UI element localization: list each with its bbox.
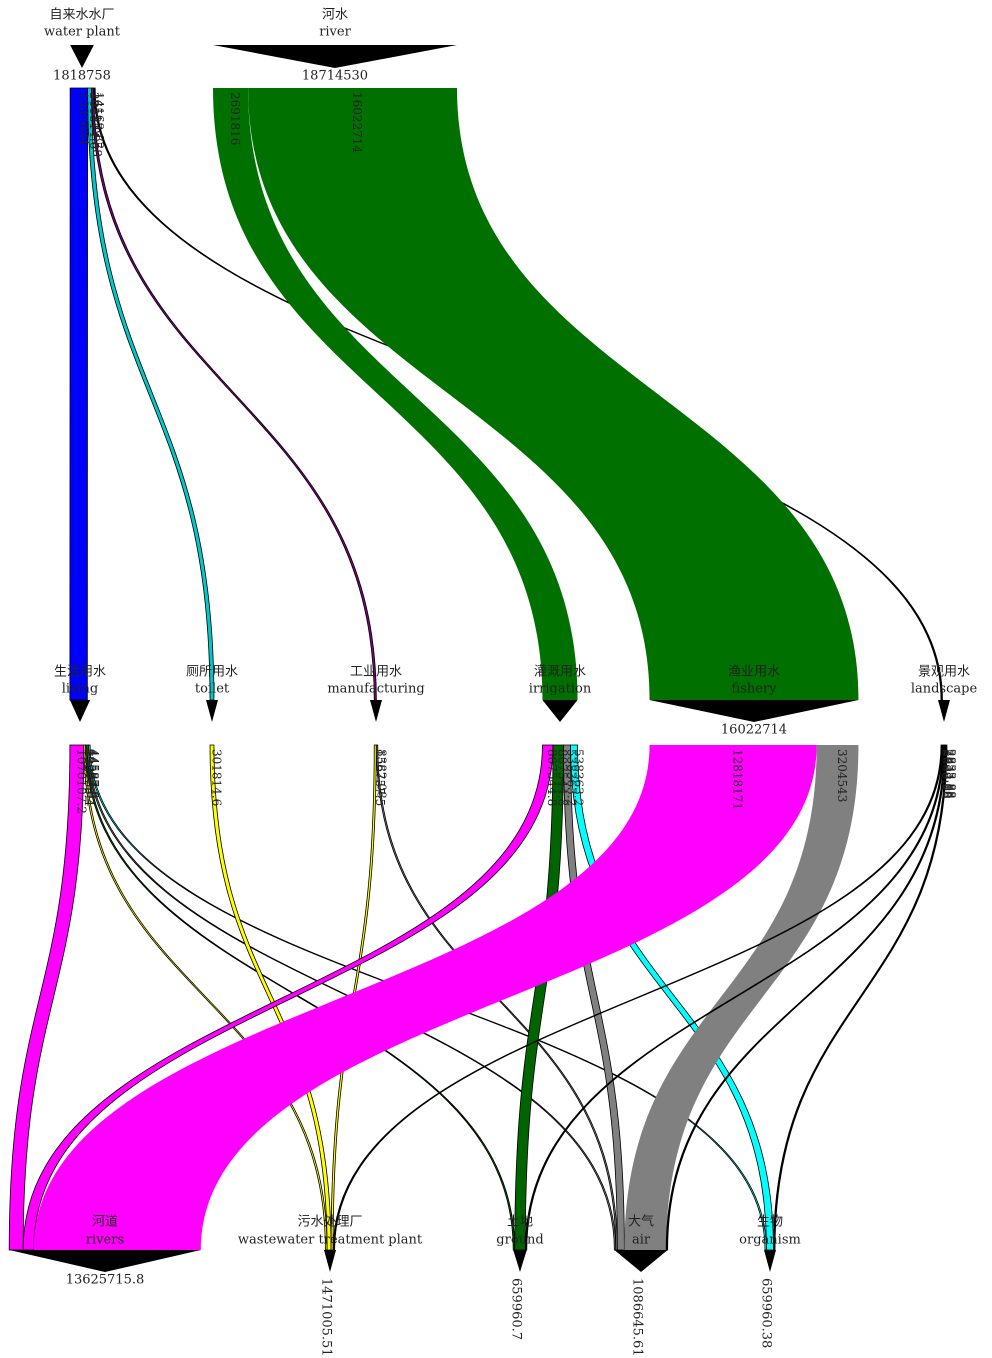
node-label-cn: 生物 [757, 1215, 783, 1230]
node-label-en: water plant [44, 25, 121, 40]
node-marker [206, 700, 218, 722]
node-label-en: toilet [195, 682, 230, 697]
link-value: 5668.18 [939, 749, 953, 799]
node-value: 1818758 [53, 69, 111, 84]
node-label-cn: 生活用水 [54, 665, 106, 680]
node-label-en: air [632, 1233, 651, 1248]
node-label-en: living [62, 682, 99, 697]
link-value: 133763.4 [82, 749, 96, 807]
node-value: 13625715.8 [66, 1273, 145, 1288]
node-label-en: landscape [911, 682, 978, 697]
node-marker [764, 1250, 776, 1272]
link-value: 301814.6 [87, 92, 101, 149]
node-value: 1086645.61 [630, 1278, 645, 1357]
flow-link [69, 87, 88, 701]
node-marker [69, 700, 91, 722]
link-value: 44587.8 [87, 749, 101, 799]
node-label-cn: 河道 [92, 1215, 118, 1230]
node-value: 659960.38 [759, 1278, 774, 1348]
node-label-cn: 渔业用水 [728, 665, 780, 680]
node-label-en: rivers [86, 1233, 124, 1248]
node-marker [370, 700, 382, 722]
node-value: 659960.7 [509, 1278, 524, 1340]
node-marker [938, 700, 950, 722]
link-value: 2833.88 [942, 749, 956, 799]
node-label-cn: 自来水水厂 [49, 8, 114, 23]
node-marker [649, 700, 859, 722]
link-value: 3204543 [835, 749, 849, 802]
node-label-cn: 灌溉用水 [534, 665, 586, 680]
link-value: 156757.5 [373, 749, 387, 806]
flow-link [624, 745, 859, 1250]
links [8, 45, 950, 1272]
link-value: 14169.82 [92, 92, 106, 149]
link-value: 538363.2 [572, 749, 586, 806]
flow-link [87, 87, 215, 701]
link-value: 16022714 [350, 92, 364, 153]
link-value: 807544.8 [545, 749, 559, 806]
node-marker [9, 1250, 201, 1272]
link-value: 301814.6 [210, 749, 224, 806]
node-label-cn: 工业用水 [350, 665, 402, 680]
flow-link [209, 744, 332, 1251]
link-value: 165139.58 [90, 92, 104, 157]
link-value: 12818171 [731, 749, 745, 810]
link-value: 2833.88 [941, 749, 955, 799]
node-marker [614, 1250, 668, 1272]
flow-link [563, 744, 625, 1251]
node-label-cn: 景观用水 [918, 665, 970, 680]
flow-link [213, 88, 578, 700]
node-marker [213, 45, 457, 68]
link-value: 807544.8 [556, 749, 570, 806]
node-value: 18714530 [302, 69, 368, 84]
flow-link [514, 744, 564, 1251]
node-marker [513, 1250, 527, 1272]
node-label-cn: 厕所用水 [186, 665, 238, 680]
flow-link [248, 88, 859, 700]
node-label-cn: 污水处理厂 [297, 1215, 362, 1230]
node-label-cn: 河水 [322, 8, 348, 23]
node-marker [542, 700, 578, 722]
link-value: 2691816 [228, 92, 242, 145]
node-label-en: river [319, 25, 351, 40]
link-value: 8382.08 [375, 749, 389, 799]
node-label-en: manufacturing [327, 682, 424, 697]
node-label-cn: 土地 [507, 1215, 533, 1230]
node-label-en: wastewater treatment plant [238, 1233, 423, 1248]
link-value: 2833.88 [944, 749, 958, 799]
link-value: 538363.2 [565, 749, 579, 806]
link-value: 1337634 [76, 92, 90, 146]
node-value: 16022714 [721, 723, 787, 738]
node-value: 1471005.51 [319, 1278, 334, 1357]
node-label-en: ground [496, 1233, 543, 1248]
link-value: 44587.8 [84, 749, 98, 799]
node-label-en: fishery [732, 682, 778, 697]
node-label-en: irrigation [529, 682, 592, 697]
node-marker [70, 45, 94, 68]
link-value: 1070107.2 [74, 749, 88, 814]
flow-link [33, 745, 817, 1250]
node-label-en: organism [739, 1233, 801, 1248]
node-label-cn: 大气 [628, 1214, 654, 1230]
node-marker [324, 1250, 336, 1272]
link-value: 44587.8 [85, 749, 99, 799]
